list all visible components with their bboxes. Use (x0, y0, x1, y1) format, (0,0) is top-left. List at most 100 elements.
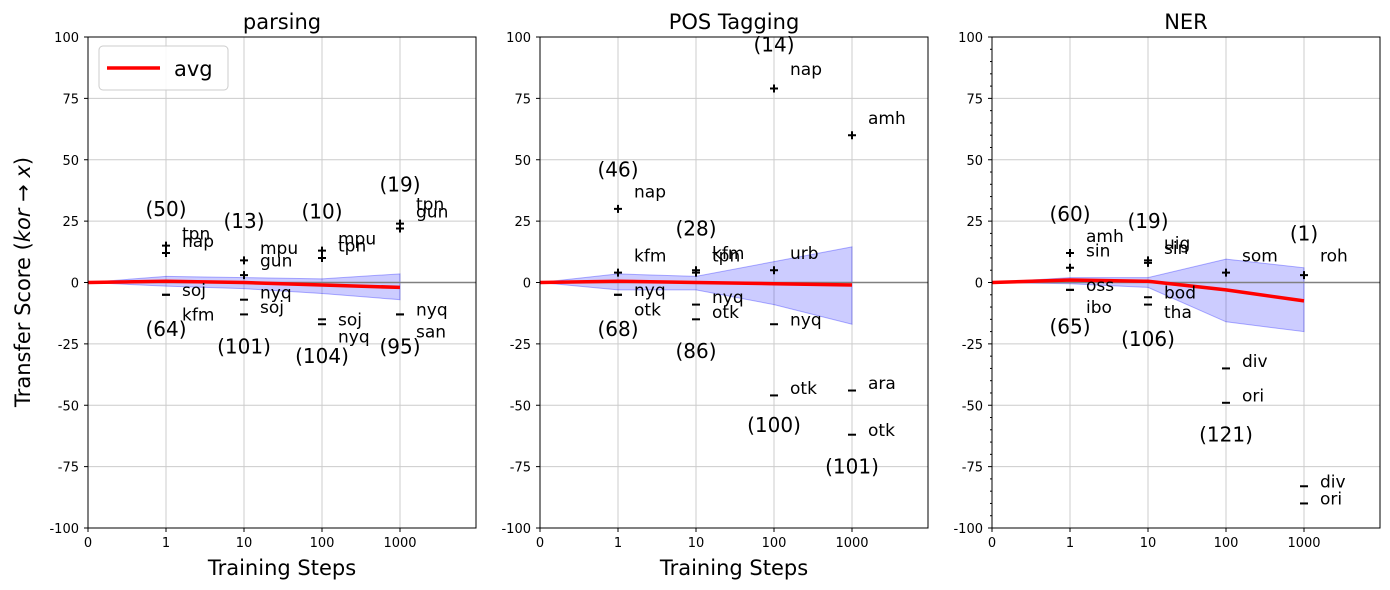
point-label: kfm (634, 246, 666, 266)
count-label: (14) (753, 32, 794, 56)
data-point (1222, 268, 1230, 277)
count-label: (46) (597, 158, 638, 182)
legend-box (98, 45, 229, 91)
data-point (692, 268, 700, 277)
legend-label: avg (174, 57, 213, 81)
legend: avg (98, 45, 229, 91)
point-label: mpu (260, 239, 298, 259)
y-tick-label: 50 (966, 154, 983, 169)
y-tick-label: -50 (510, 399, 531, 414)
x-tick-label: 1000 (835, 536, 868, 551)
count-label: (86) (675, 339, 716, 363)
data-point (318, 253, 326, 262)
point-label: gun (416, 202, 448, 222)
count-label: (50) (145, 197, 186, 221)
point-label: ara (868, 374, 896, 394)
point-label: ori (1242, 386, 1264, 406)
y-tick-label: 0 (975, 277, 983, 292)
data-point (614, 204, 622, 213)
y-tick-label: 100 (54, 31, 79, 46)
point-label: sin (1086, 242, 1110, 262)
point-label: som (1242, 246, 1278, 266)
point-label: div (1242, 352, 1268, 372)
point-label: amh (868, 109, 906, 129)
point-label: mpu (338, 229, 376, 249)
avg-line (87, 279, 401, 290)
point-label: ibo (1086, 298, 1112, 318)
x-tick-label: 1 (162, 536, 170, 551)
y-tick-label: 100 (958, 31, 983, 46)
x-tick-label: 0 (988, 536, 996, 551)
data-point (1300, 271, 1308, 280)
data-point (240, 256, 248, 265)
point-label: nyq (712, 288, 744, 308)
point-label: otk (790, 379, 817, 399)
point-label: bod (1164, 283, 1196, 303)
count-label: (106) (1121, 327, 1175, 351)
count-label: (28) (675, 216, 716, 240)
data-point (162, 241, 170, 250)
x-tick-label: 1000 (383, 536, 416, 551)
x-tick-label: 1 (1066, 536, 1074, 551)
point-label: ori (1320, 490, 1342, 510)
point-label: urb (790, 244, 819, 264)
count-label: (19) (1127, 209, 1168, 233)
point-label: gun (260, 251, 292, 271)
panel-title: parsing (243, 10, 321, 34)
point-label: sin (1164, 239, 1188, 259)
y-tick-label: -75 (510, 461, 531, 476)
x-tick-label: 100 (310, 536, 335, 551)
x-tick-label: 1 (614, 536, 622, 551)
point-label: oss (1086, 276, 1114, 296)
panel-pos-tagging: napkfmnyqotkkfmtpnnyqotknapurbnyqotkamha… (501, 10, 929, 580)
y-tick-label: -75 (962, 461, 983, 476)
data-point (848, 131, 856, 140)
x-tick-label: 10 (688, 536, 705, 551)
count-label: (19) (379, 172, 420, 196)
count-label: (104) (295, 344, 349, 368)
y-tick-label: -100 (49, 522, 79, 537)
point-label: tpn (182, 224, 210, 244)
y-tick-label: 75 (514, 92, 531, 107)
point-label: tpn (712, 246, 740, 266)
y-tick-label: 0 (71, 277, 79, 292)
count-label: (121) (1199, 423, 1253, 447)
x-tick-label: 100 (762, 536, 787, 551)
x-tick-label: 10 (1140, 536, 1157, 551)
data-point (1144, 258, 1152, 267)
data-point (162, 249, 170, 258)
avg-line (991, 278, 1305, 303)
point-label: kfm (712, 244, 744, 264)
count-label: (101) (217, 334, 271, 358)
x-tick-label: 0 (536, 536, 544, 551)
data-point (614, 268, 622, 277)
y-tick-label: 25 (966, 215, 983, 230)
point-label: amh (1086, 227, 1124, 247)
point-label: nyq (790, 310, 822, 330)
point-label: roh (1320, 246, 1348, 266)
y-tick-label: 50 (62, 154, 79, 169)
x-tick-label: 10 (236, 536, 253, 551)
y-axis-label: Transfer Score (kor → x) (11, 157, 35, 408)
y-tick-label: -25 (962, 338, 983, 353)
x-tick-label: 0 (84, 536, 92, 551)
point-label: tha (1164, 303, 1192, 323)
count-label: (13) (223, 209, 264, 233)
x-tick-label: 1000 (1287, 536, 1320, 551)
count-label: (10) (301, 199, 342, 223)
y-tick-label: -25 (510, 338, 531, 353)
data-point (770, 266, 778, 275)
y-tick-label: 75 (62, 92, 79, 107)
point-label: uig (1164, 234, 1190, 254)
panel-ner: amhsinossibouigsinbodthasomdivorirohdivo… (953, 10, 1381, 551)
point-label: nap (182, 232, 214, 252)
point-label: soj (260, 298, 284, 318)
y-tick-label: 25 (514, 215, 531, 230)
point-label: nyq (634, 281, 666, 301)
y-tick-label: -100 (953, 522, 983, 537)
point-label: tpn (338, 237, 366, 257)
point-label: soj (338, 310, 362, 330)
data-point (1066, 249, 1074, 258)
count-label: (60) (1049, 202, 1090, 226)
